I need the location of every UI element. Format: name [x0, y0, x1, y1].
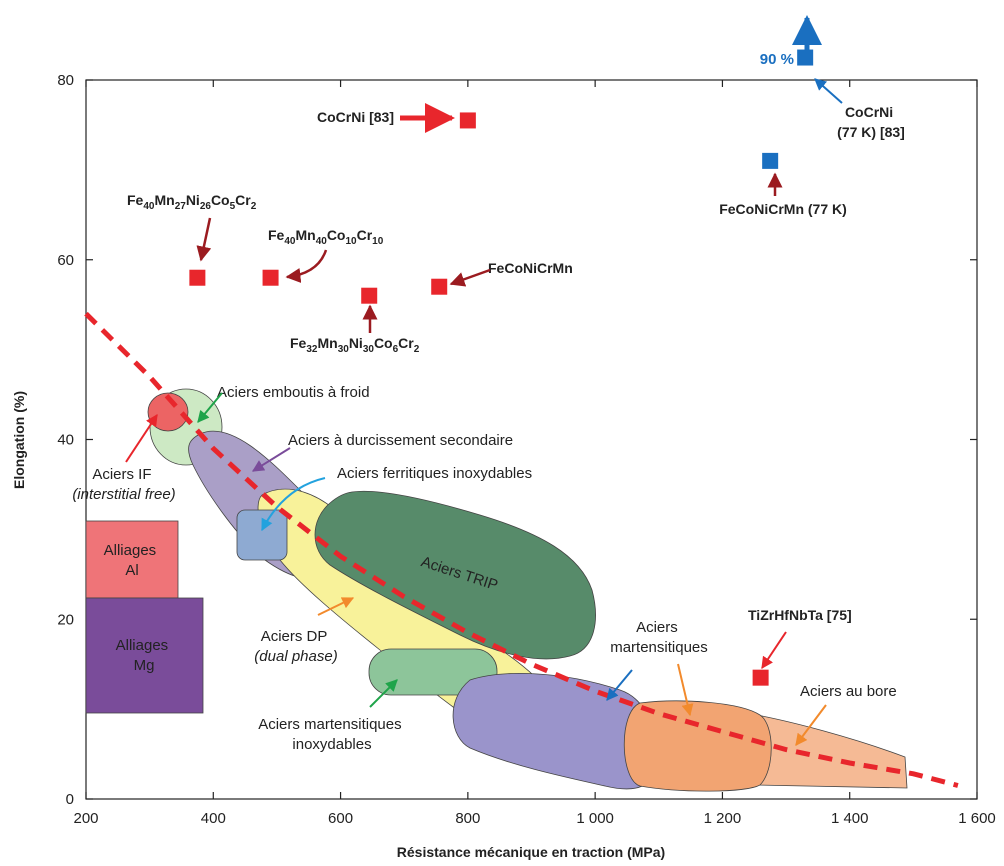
x-tick-label: 1 000	[576, 810, 614, 827]
alloy-point-7	[752, 669, 769, 686]
x-tick-label: 1 400	[831, 810, 869, 827]
alloy-point-1	[189, 269, 206, 286]
alloy-point-6	[797, 49, 814, 66]
arrow-aciers-bore	[795, 704, 827, 746]
arrow-aciers-martensitiques	[606, 669, 633, 701]
label-alliages-al: Alliages Al	[104, 542, 161, 579]
region-arrows	[125, 392, 827, 746]
label-aciers-durcissement: Aciers à durcissement secondaire	[288, 432, 513, 449]
arrow-aciers-dp	[317, 597, 355, 616]
alloy-labels: CoCrNi [83] Fe40Mn27Ni26Co5Cr2 Fe40Mn40C…	[127, 51, 905, 623]
label-alliages-mg: Alliages Mg	[116, 637, 173, 674]
arrow-aciers-mart-bore	[677, 663, 694, 717]
arrow-aciers-ferritiques	[261, 477, 326, 532]
alloy-point-5	[762, 152, 779, 169]
x-tick-label: 600	[328, 810, 353, 827]
region-aciers-trip	[314, 490, 596, 660]
trend-line	[84, 311, 959, 788]
region-aciers-mart-inox	[368, 648, 498, 696]
x-axis-title: Résistance mécanique en traction (MPa)	[397, 844, 665, 860]
y-tick-label: 60	[57, 252, 74, 269]
label-fecocrnimn-77k: FeCoNiCrMn (77 K)	[719, 201, 847, 217]
region-labels: Alliages Al Alliages Mg Aciers IF (inter…	[72, 384, 896, 753]
label-aciers-dp: Aciers DP (dual phase)	[254, 628, 337, 665]
region-alliages-al	[85, 520, 179, 599]
label-fe40mn40co10cr10: Fe40Mn40Co10Cr10	[268, 227, 384, 247]
arrow-fe40mn27	[196, 217, 212, 262]
x-tick-label: 1 200	[704, 810, 742, 827]
arrow-aciers-durcissement	[251, 447, 291, 472]
alloy-points	[189, 49, 814, 686]
arrow-fe40mn40	[285, 249, 328, 283]
arrow-fecocrnimn	[449, 268, 491, 287]
y-tick-label: 20	[57, 611, 74, 628]
alloy-point-3	[361, 287, 378, 304]
region-alliages-mg	[85, 597, 204, 714]
x-tick-label: 1 600	[958, 810, 996, 827]
label-aciers-mart-inox: Aciers martensitiques inoxydables	[258, 716, 406, 753]
y-tick-label: 80	[57, 72, 74, 89]
alloy-point-2	[262, 269, 279, 286]
label-aciers-ferritiques: Aciers ferritiques inoxydables	[337, 465, 532, 482]
label-tizrhfnbta: TiZrHfNbTa [75]	[748, 607, 852, 623]
label-aciers-emboutis: Aciers emboutis à froid	[217, 384, 370, 401]
region-aciers-ferritiques	[236, 509, 288, 561]
y-axis-ticks: 0 20 40 60 80	[57, 72, 977, 808]
label-fe32mn30ni30co6cr2: Fe32Mn30Ni30Co6Cr2	[290, 335, 420, 355]
y-axis-title: Elongation (%)	[11, 391, 27, 489]
x-tick-label: 200	[73, 810, 98, 827]
x-axis-ticks: 200 400 600 800 1 000 1 200 1 400 1 600	[73, 80, 996, 827]
alloy-point-0	[459, 112, 476, 129]
region-aciers-if	[147, 392, 189, 432]
arrow-aciers-if	[125, 413, 158, 463]
x-tick-label: 400	[201, 810, 226, 827]
arrow-cocrni-77k	[814, 78, 843, 104]
label-fe40mn27ni26co5cr2: Fe40Mn27Ni26Co5Cr2	[127, 192, 257, 212]
material-regions	[85, 388, 908, 792]
label-cocrni-77k: CoCrNi (77 K) [83]	[837, 104, 905, 140]
label-aciers-bore: Aciers au bore	[800, 683, 897, 700]
label-aciers-martensitiques: Aciers martensitiques	[610, 619, 708, 656]
y-tick-label: 0	[66, 791, 74, 808]
alloy-arrows	[196, 15, 843, 669]
arrow-aciers-mart-inox	[369, 679, 398, 708]
label-aciers-if: Aciers IF (interstitial free)	[72, 466, 175, 503]
arrow-tizrhfnbta	[761, 631, 787, 669]
label-cocrni-83: CoCrNi [83]	[317, 109, 394, 125]
y-tick-label: 40	[57, 432, 74, 449]
label-90-percent: 90 %	[760, 51, 794, 68]
region-aciers-bore-inner	[623, 700, 772, 792]
label-fecocrnimn: FeCoNiCrMn	[488, 260, 573, 276]
arrow-aciers-emboutis	[197, 392, 223, 423]
x-tick-label: 800	[455, 810, 480, 827]
alloy-point-4	[431, 278, 448, 295]
